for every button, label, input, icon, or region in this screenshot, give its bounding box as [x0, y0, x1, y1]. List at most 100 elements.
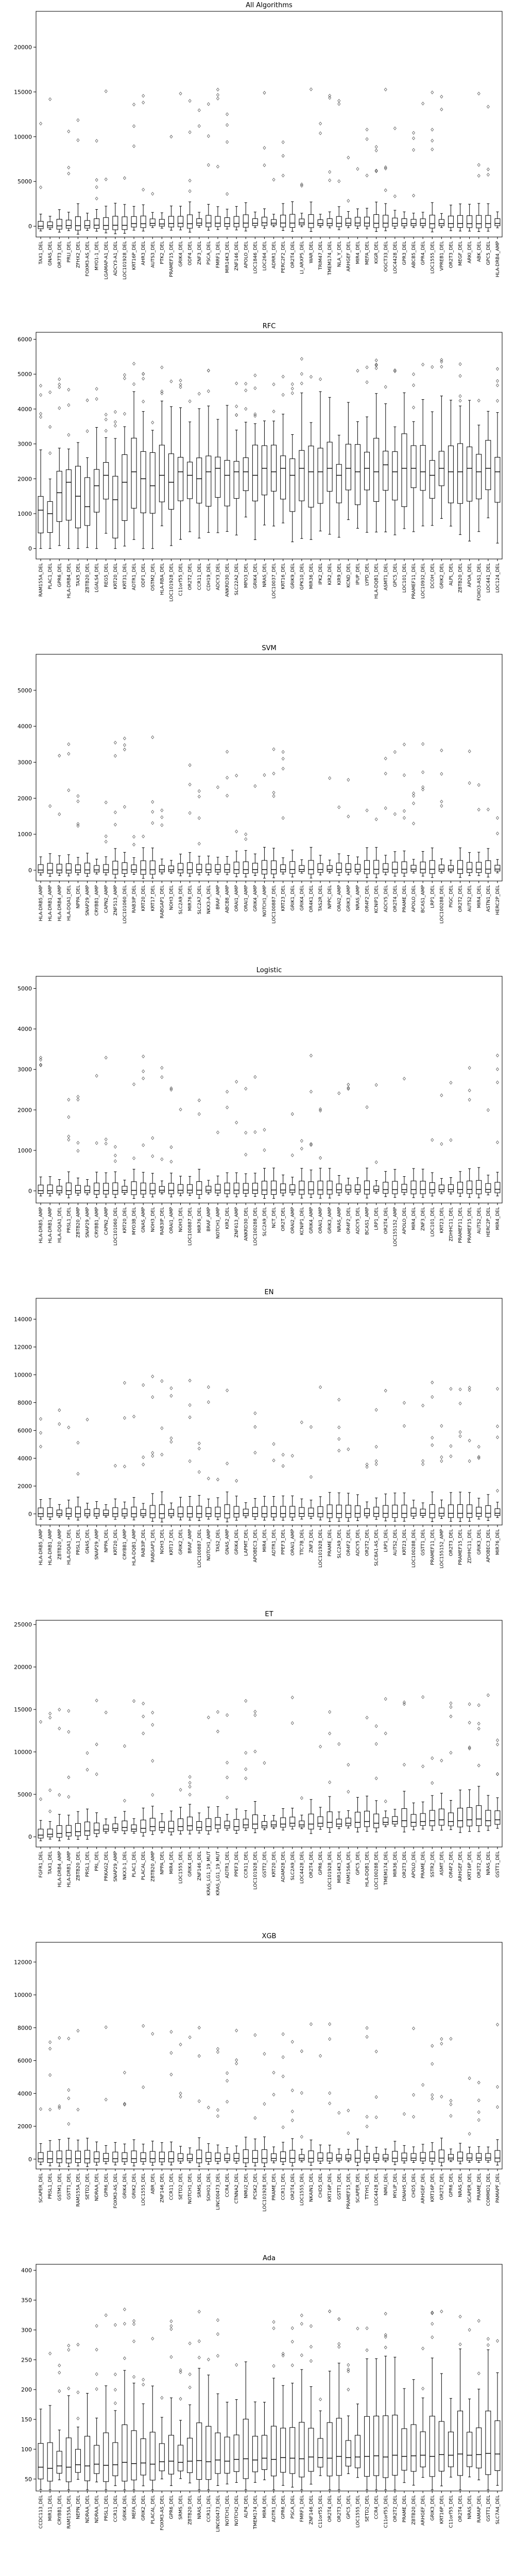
outlier-point: [58, 2106, 61, 2110]
outlier-point: [402, 1700, 406, 1704]
box: [75, 466, 81, 529]
box: [196, 2149, 202, 2163]
outlier-point: [300, 2134, 303, 2139]
outlier-point: [449, 2114, 453, 2118]
box: [317, 1506, 323, 1517]
outlier-point: [104, 1056, 108, 1060]
outlier-point: [477, 783, 480, 787]
outlier-point: [393, 369, 397, 374]
box: [289, 1817, 296, 1827]
outlier-point: [272, 1459, 276, 1463]
x-tick-label: HLA-DRB5_AMP: [39, 1529, 44, 1565]
outlier-point: [495, 1140, 499, 1144]
outlier-point: [309, 1475, 313, 1479]
x-tick-label: GSTM1_DEL: [57, 2173, 62, 2201]
outlier-point: [431, 2310, 434, 2315]
outlier-point: [431, 1443, 434, 1447]
box: [429, 2151, 435, 2162]
x-tick-label: OR7T3_DEL: [57, 241, 62, 268]
x-tick-label: SNAP29_AMP: [85, 1207, 91, 1238]
outlier-point: [235, 2061, 238, 2065]
outlier-point: [169, 2324, 173, 2328]
outlier-point: [449, 1387, 453, 1391]
box: [280, 2428, 286, 2473]
box: [103, 1183, 109, 1195]
x-tick-label: ZFHX2_DEL: [76, 241, 81, 268]
outlier-point: [216, 164, 219, 169]
x-tick-label: CRYBB1_AMP: [95, 1207, 100, 1238]
outlier-point: [290, 391, 294, 395]
outlier-point: [169, 134, 173, 139]
outlier-point: [207, 134, 210, 138]
x-tick-label: COMMD1_DEL: [486, 2173, 491, 2206]
outlier-point: [495, 2023, 499, 2027]
x-tick-label: DNAH5_DEL: [402, 2173, 407, 2201]
x-tick-label: GNAS_DEL: [85, 1529, 91, 1554]
outlier-point: [67, 172, 71, 176]
outlier-point: [458, 394, 462, 398]
outlier-point: [477, 807, 480, 812]
x-tick-label: ASMT1_DEL: [384, 563, 389, 590]
x-tick-label: LRP1_DEL: [374, 1207, 380, 1230]
outlier-point: [197, 789, 201, 793]
outlier-point: [58, 2036, 61, 2040]
box: [178, 2153, 184, 2162]
box: [485, 215, 491, 228]
box: [168, 2151, 174, 2162]
x-tick-label: LOC101928_DEL: [328, 1851, 333, 1890]
outlier-point: [104, 89, 108, 93]
x-tick-label: FOXO3-AS1_DEL: [477, 563, 482, 601]
x-tick-label: NPPA_DEL: [104, 1529, 109, 1552]
box: [280, 214, 286, 228]
outlier-point: [151, 735, 154, 739]
outlier-point: [477, 2371, 480, 2376]
outlier-point: [281, 174, 285, 178]
box: [327, 865, 333, 872]
outlier-point: [328, 1780, 332, 1784]
outlier-point: [197, 2310, 201, 2314]
box: [233, 1506, 239, 1518]
outlier-point: [226, 1090, 229, 1094]
box: [140, 215, 146, 228]
box: [308, 1507, 314, 1517]
box: [327, 218, 333, 226]
x-tick-label: NMU2_DEL: [244, 2173, 249, 2198]
x-tick-label: NRAS_DEL: [262, 563, 267, 587]
x-tick-label: KRT31_DEL: [123, 563, 128, 589]
x-tick-label: OR2T2_DEL: [439, 2173, 444, 2200]
outlier-point: [179, 92, 182, 96]
x-tick-label: ADCY5_DEL: [355, 1529, 360, 1556]
outlier-point: [113, 823, 117, 827]
outlier-point: [188, 2385, 192, 2389]
x-tick-label: KRT20_DEL: [113, 563, 118, 589]
outlier-point: [468, 2132, 471, 2136]
outlier-point: [226, 750, 229, 754]
outlier-point: [431, 128, 434, 132]
outlier-point: [300, 1139, 303, 1143]
outlier-point: [477, 1764, 480, 1768]
outlier-point: [309, 375, 313, 379]
y-tick-label: 0: [28, 223, 32, 230]
x-tick-label: LRP1_DEL: [430, 885, 435, 908]
box: [149, 452, 156, 514]
box: [401, 861, 407, 874]
box: [476, 1805, 482, 1826]
x-tick-label: ADAM28_DEL: [281, 1851, 286, 1882]
outlier-point: [244, 1699, 248, 1703]
x-tick-label: HLA-DRB4_DEL: [66, 563, 72, 598]
outlier-point: [95, 139, 98, 143]
outlier-point: [495, 1053, 499, 1058]
x-tick-label: ODF1_DEL: [141, 563, 146, 587]
outlier-point: [431, 90, 434, 95]
x-tick-label: PCSK2_DEL: [253, 2173, 258, 2199]
box: [140, 1182, 146, 1195]
x-tick-label: SLC2A7_DEL: [197, 885, 202, 914]
box: [467, 446, 473, 502]
box: [205, 2152, 212, 2162]
outlier-point: [458, 374, 462, 378]
outlier-point: [216, 96, 219, 100]
outlier-point: [244, 382, 248, 386]
outlier-point: [440, 1424, 443, 1428]
outlier-point: [337, 2317, 341, 2321]
outlier-point: [76, 822, 80, 826]
